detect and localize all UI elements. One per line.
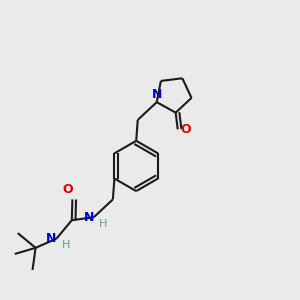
Text: H: H [61,240,70,250]
Text: N: N [83,211,94,224]
Text: H: H [99,219,107,229]
Text: N: N [152,88,162,100]
Text: O: O [63,183,74,196]
Text: N: N [46,232,56,245]
Text: O: O [180,123,191,136]
